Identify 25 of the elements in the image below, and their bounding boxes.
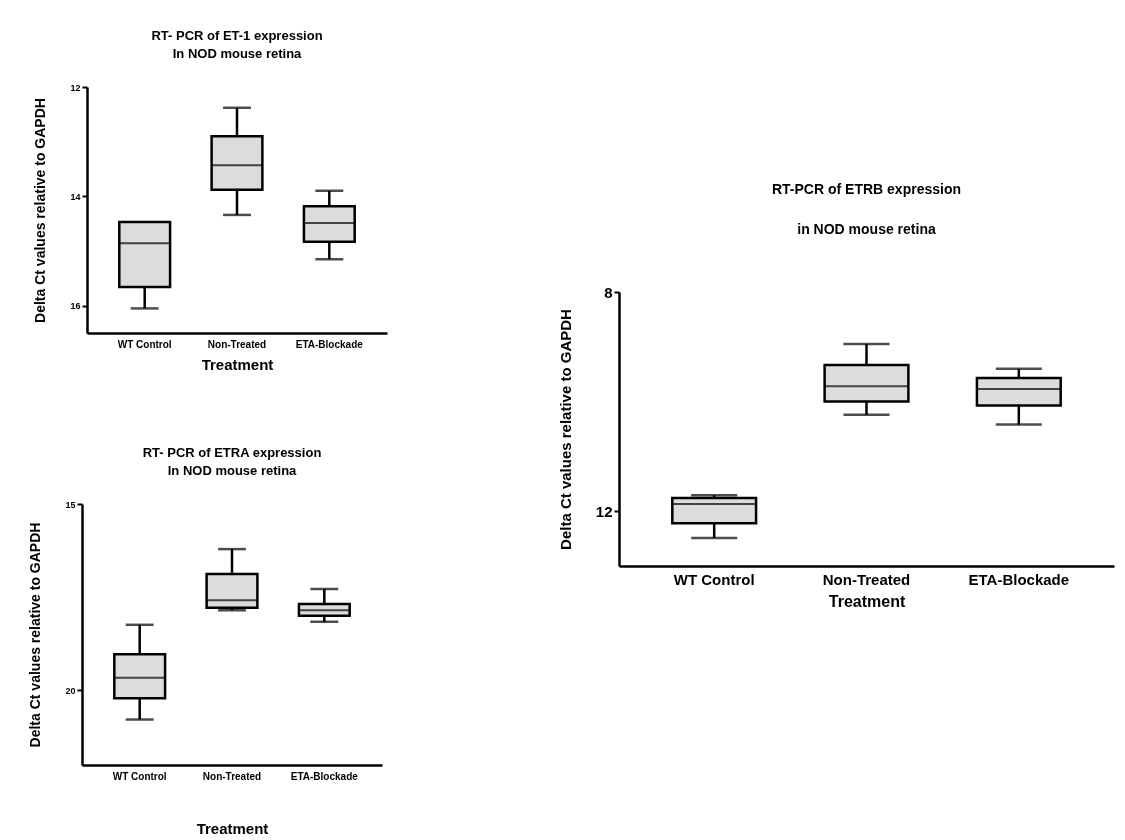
y-tick-label: 16 <box>70 301 81 312</box>
x-tick-label: Non-Treated <box>822 570 911 588</box>
y-tick-label: 12 <box>595 502 613 520</box>
y-tick-label: 15 <box>65 499 76 510</box>
x-tick-label: WT Control <box>112 770 167 782</box>
y-axis-title: Delta Ct values relative to GAPDH <box>27 522 44 748</box>
y-tick-label: 14 <box>70 191 81 202</box>
chart-title: RT-PCR of ETRB expression in NOD mouse retina <box>771 181 962 237</box>
x-tick-label: ETA-Blockade <box>290 770 359 782</box>
x-tick-label: ETA-Blockade <box>968 570 1070 588</box>
chart-title: RT- PCR of ET-1 expression In NOD mouse retina <box>151 28 323 61</box>
x-axis-title: Treatment <box>201 355 274 373</box>
x-tick-label: ETA-Blockade <box>295 338 364 350</box>
y-tick-label: 8 <box>604 283 613 301</box>
x-axis-title: Treatment <box>196 819 269 837</box>
y-axis-title: Delta Ct values relative to GAPDH <box>556 309 574 550</box>
x-tick-label: WT Control <box>673 570 755 588</box>
x-tick-label: Non-Treated <box>207 338 267 350</box>
x-tick-label: Non-Treated <box>202 770 262 782</box>
y-tick-label: 12 <box>70 82 81 93</box>
y-tick-label: 20 <box>65 685 76 696</box>
chart-title: RT- PCR of ETRA expression In NOD mouse retina <box>142 445 322 478</box>
y-axis-title: Delta Ct values relative to GAPDH <box>32 98 49 323</box>
x-axis-title: Treatment <box>828 592 906 610</box>
x-tick-label: WT Control <box>117 338 172 350</box>
